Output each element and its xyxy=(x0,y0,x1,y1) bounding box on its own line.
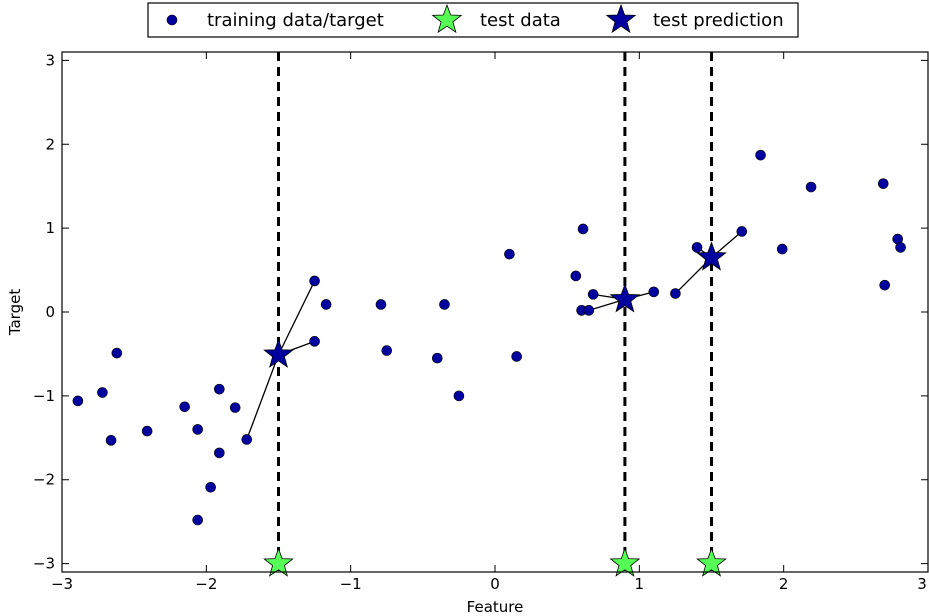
legend-label-test-prediction: test prediction xyxy=(653,10,784,31)
training-point xyxy=(105,435,117,446)
training-point xyxy=(648,286,660,298)
test-prediction-stars xyxy=(263,241,727,368)
training-point xyxy=(309,336,320,347)
x-tick-label: −1 xyxy=(340,575,362,593)
x-axis-ticks: −3 −2 −1 0 1 2 3 xyxy=(51,52,929,593)
legend-marker-test-prediction xyxy=(605,3,637,34)
x-tick-label: 3 xyxy=(917,575,927,593)
y-tick-label: 1 xyxy=(45,219,55,237)
plot-area-frame xyxy=(61,51,929,573)
training-point xyxy=(381,345,393,356)
neighbor-line-0-0 xyxy=(277,280,316,356)
y-tick-label: −1 xyxy=(33,387,55,405)
y-tick-label: 2 xyxy=(45,135,55,153)
training-point xyxy=(583,305,595,316)
y-axis-label: Target xyxy=(6,289,24,337)
y-tick-label: 3 xyxy=(45,51,55,69)
training-point xyxy=(755,149,766,161)
legend-marker-training xyxy=(166,14,178,26)
training-point xyxy=(141,425,153,437)
training-point xyxy=(97,387,108,398)
training-point xyxy=(192,424,203,435)
training-point xyxy=(192,514,203,526)
training-point xyxy=(879,279,891,291)
training-point xyxy=(375,299,387,310)
training-point xyxy=(72,395,84,407)
training-point xyxy=(214,447,225,459)
y-tick-label: −3 xyxy=(33,555,55,573)
y-tick-label: 0 xyxy=(45,303,55,321)
legend: training data/target test data test pred… xyxy=(147,2,799,38)
training-point xyxy=(241,434,253,445)
training-point xyxy=(439,299,450,310)
training-point xyxy=(179,401,190,413)
training-point xyxy=(805,181,817,193)
training-point xyxy=(511,351,522,362)
test-prediction-star xyxy=(609,283,641,313)
training-point xyxy=(736,226,748,237)
training-point xyxy=(431,352,443,364)
training-point xyxy=(895,242,906,253)
test-data-star xyxy=(263,547,294,577)
legend-marker-test-data xyxy=(431,3,463,34)
test-data-star xyxy=(609,547,641,577)
legend-label-training: training data/target xyxy=(207,10,384,31)
legend-box xyxy=(147,2,799,38)
legend-label-test-data: test data xyxy=(480,10,561,31)
training-point xyxy=(453,390,465,402)
training-point xyxy=(570,270,582,282)
training-point xyxy=(877,178,889,189)
x-axis-label: Feature xyxy=(467,598,524,616)
y-axis-ticks: −3 −2 −1 0 1 2 3 xyxy=(33,51,928,573)
training-point xyxy=(214,383,225,395)
training-point xyxy=(229,402,241,413)
test-data-star xyxy=(696,547,727,577)
x-tick-label: 0 xyxy=(490,575,500,593)
x-tick-label: 2 xyxy=(779,575,789,593)
training-point xyxy=(205,481,216,493)
training-point xyxy=(309,275,320,287)
training-point xyxy=(111,347,123,359)
test-data-stars xyxy=(263,547,727,577)
training-points xyxy=(72,149,906,526)
x-tick-label: −3 xyxy=(51,575,73,593)
neighbor-line-0-2 xyxy=(246,354,280,440)
training-point xyxy=(504,248,515,260)
vertical-dashed-lines xyxy=(277,52,713,572)
training-point xyxy=(577,223,589,235)
training-point xyxy=(587,289,599,300)
neighbor-connection-lines xyxy=(246,230,743,440)
y-tick-label: −2 xyxy=(33,471,55,489)
training-point xyxy=(670,288,681,299)
test-prediction-star xyxy=(696,241,727,271)
test-prediction-star xyxy=(263,338,294,368)
training-point xyxy=(776,243,788,255)
x-tick-label: −2 xyxy=(195,575,217,593)
training-point xyxy=(320,299,332,310)
x-tick-label: 1 xyxy=(635,575,645,593)
training-point xyxy=(691,242,703,253)
